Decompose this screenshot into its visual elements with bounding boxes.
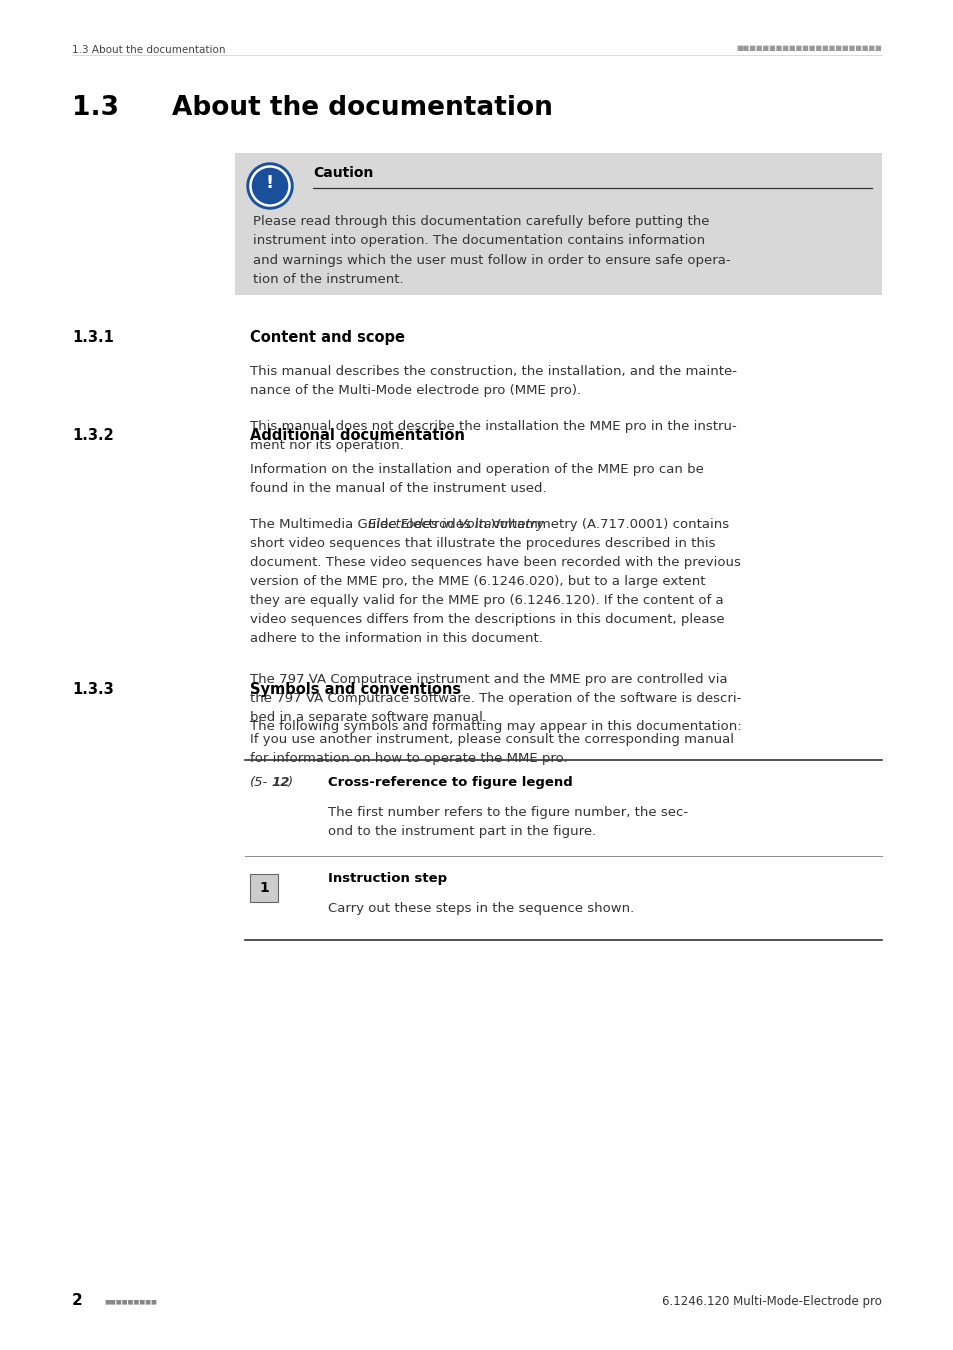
Text: ): ) [288, 776, 293, 788]
Text: (5-: (5- [250, 776, 268, 788]
Text: If you use another instrument, please consult the corresponding manual
for infor: If you use another instrument, please co… [250, 733, 733, 765]
Text: 1.3: 1.3 [71, 95, 119, 122]
Text: ■■■■■■■■■■■■■■■■■■■■■■: ■■■■■■■■■■■■■■■■■■■■■■ [736, 45, 882, 51]
Text: 1: 1 [259, 882, 269, 895]
Text: This manual describes the construction, the installation, and the mainte-
nance : This manual describes the construction, … [250, 364, 737, 397]
Text: This manual does not describe the installation the MME pro in the instru-
ment n: This manual does not describe the instal… [250, 420, 736, 452]
Text: The Multimedia Guide Electrodes in Voltammetry (A.717.0001) contains
short video: The Multimedia Guide Electrodes in Volta… [250, 518, 740, 645]
Circle shape [247, 163, 293, 209]
Text: 1.3.1: 1.3.1 [71, 329, 113, 346]
Text: Information on the installation and operation of the MME pro can be
found in the: Information on the installation and oper… [250, 463, 703, 495]
Text: Additional documentation: Additional documentation [250, 428, 464, 443]
Text: 2: 2 [71, 1293, 83, 1308]
Text: 1.3.3: 1.3.3 [71, 682, 113, 697]
Text: 1.3 About the documentation: 1.3 About the documentation [71, 45, 225, 55]
FancyBboxPatch shape [234, 153, 882, 296]
Text: Please read through this documentation carefully before putting the
instrument i: Please read through this documentation c… [253, 215, 730, 286]
Text: 1.3.2: 1.3.2 [71, 428, 113, 443]
Text: !: ! [266, 174, 274, 192]
Text: The first number refers to the figure number, the sec-
ond to the instrument par: The first number refers to the figure nu… [328, 806, 687, 838]
Text: Symbols and conventions: Symbols and conventions [250, 682, 460, 697]
FancyBboxPatch shape [250, 873, 277, 902]
Text: 6.1246.120 Multi-Mode-Electrode pro: 6.1246.120 Multi-Mode-Electrode pro [661, 1295, 882, 1308]
Text: Carry out these steps in the sequence shown.: Carry out these steps in the sequence sh… [328, 902, 634, 915]
Text: Cross-reference to figure legend: Cross-reference to figure legend [328, 776, 572, 788]
Text: 12: 12 [272, 776, 290, 788]
Text: The following symbols and formatting may appear in this documentation:: The following symbols and formatting may… [250, 720, 740, 733]
Text: About the documentation: About the documentation [172, 95, 553, 122]
Text: Content and scope: Content and scope [250, 329, 405, 346]
Text: Instruction step: Instruction step [328, 872, 447, 886]
Text: Electrodes in Voltammetry: Electrodes in Voltammetry [368, 518, 544, 531]
Text: ■■■■■■■■■: ■■■■■■■■■ [104, 1299, 156, 1304]
Text: Caution: Caution [313, 166, 373, 180]
Text: The 797 VA Computrace instrument and the MME pro are controlled via
the 797 VA C: The 797 VA Computrace instrument and the… [250, 674, 740, 724]
